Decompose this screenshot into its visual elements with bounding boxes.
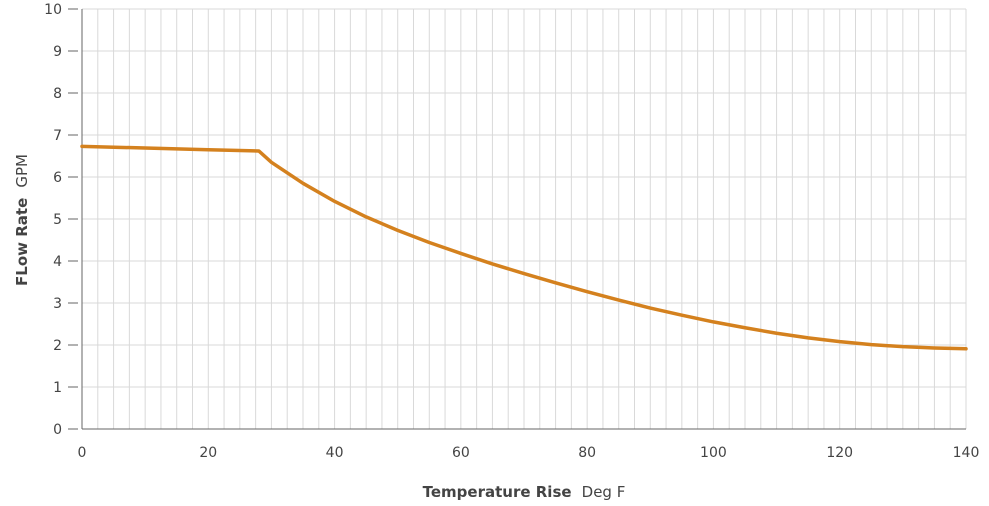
- x-axis-title: Temperature Rise Deg F: [423, 482, 626, 501]
- y-tick-label: 4: [53, 254, 62, 270]
- x-tick-label: 40: [326, 445, 344, 461]
- grid: [81, 8, 967, 429]
- x-tick-label: 100: [700, 445, 727, 461]
- y-tick-label: 0: [53, 422, 62, 438]
- y-axis-title-main: FLow Rate: [13, 198, 31, 286]
- x-tick-label: 20: [199, 445, 217, 461]
- y-axis-title-unit: GPM: [13, 154, 31, 188]
- y-tick-label: 1: [53, 380, 62, 396]
- series-line-1: [80, 144, 968, 351]
- x-tick-label: 140: [953, 445, 980, 461]
- x-tick-label: 0: [78, 445, 87, 461]
- y-axis-title: FLow Rate GPM: [12, 154, 31, 286]
- y-tick-labels: 0 1 2 3 4 5 6 7 8 9 10: [44, 2, 62, 438]
- x-tick-label: 60: [452, 445, 470, 461]
- y-tick-label: 9: [53, 44, 62, 60]
- y-tick-label: 3: [53, 296, 62, 312]
- x-axis-title-unit: Deg F: [582, 483, 626, 501]
- y-tick-label: 7: [53, 128, 62, 144]
- x-tick-labels: 0 20 40 60 80 100 120 140: [78, 445, 980, 461]
- x-tick-label: 80: [578, 445, 596, 461]
- y-tick-label: 5: [53, 212, 62, 228]
- axes: [68, 8, 966, 430]
- x-axis-title-main: Temperature Rise: [423, 483, 572, 501]
- series-lines: [80, 144, 968, 351]
- y-tick-label: 10: [44, 2, 62, 18]
- y-tick-label: 6: [53, 170, 62, 186]
- y-tick-label: 2: [53, 338, 62, 354]
- x-tick-label: 120: [826, 445, 853, 461]
- y-tick-label: 8: [53, 86, 62, 102]
